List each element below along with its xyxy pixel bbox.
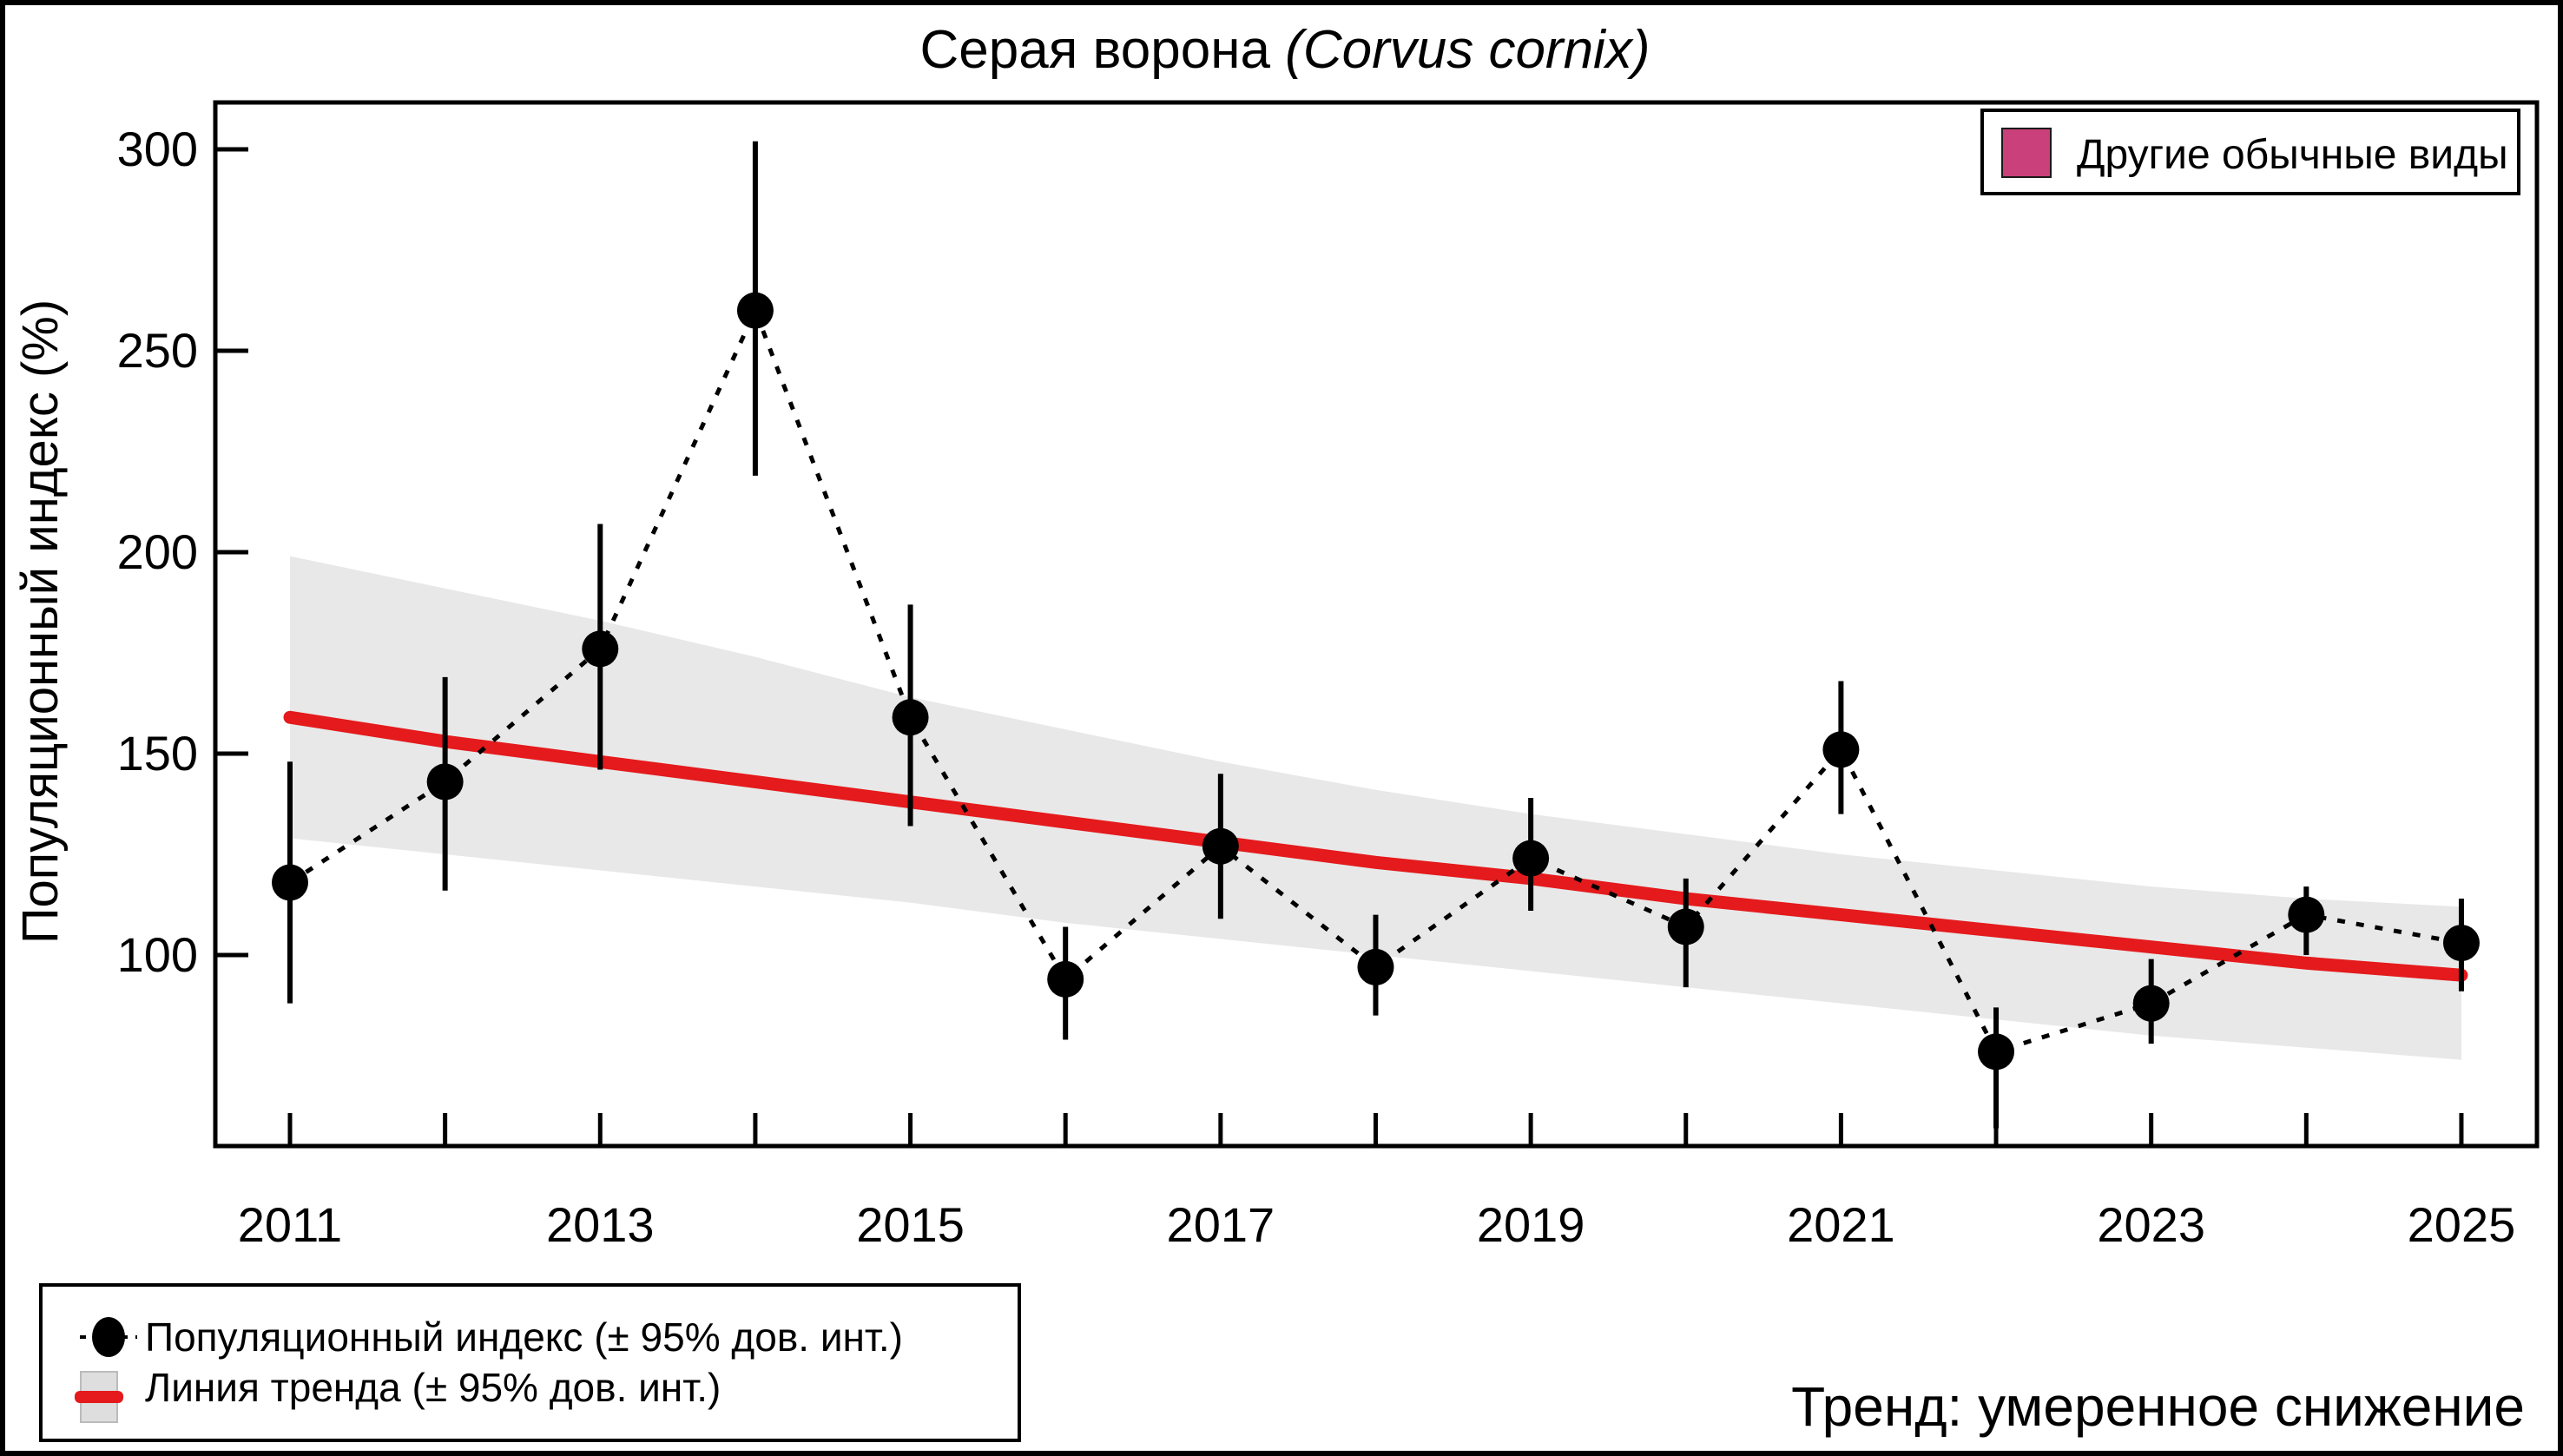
legend-bottom-left-box [39,1283,1021,1442]
chart-title: Серая ворона (Corvus cornix) [920,20,1650,80]
legend-top-right-label: Другие обычные виды [2077,132,2508,178]
x-tick-label-2023: 2023 [2097,1197,2205,1252]
y-axis-title: Популяционный индекс (%) [12,300,69,944]
index-dotted-line [288,305,2462,1055]
x-tick-label-2011: 2011 [238,1197,342,1252]
y-tick-label-150: 150 [117,726,198,781]
data-point-2019 [1512,840,1550,877]
x-tick-label-2015: 2015 [856,1197,965,1252]
data-point-2020 [1667,908,1704,945]
index-connector-layer [288,305,2462,1055]
data-point-2012 [426,763,464,800]
chart-title-main: Серая ворона [920,20,1286,80]
trend-note: Тренд: умеренное снижение [1791,1375,2525,1438]
data-point-2017 [1202,827,1239,865]
data-point-2015 [892,699,929,736]
confidence-band-layer [290,556,2461,1060]
data-point-2014 [736,292,774,329]
axis-ticks-layer [215,147,2464,1146]
chart-title-species: Corvus cornix [1303,20,1634,80]
y-tick-label-100: 100 [117,927,198,982]
other-species-swatch-icon [2001,128,2052,178]
legend-item-index-label: Популяционный индекс (± 95% дов. инт.) [145,1314,903,1360]
trend-legend-line-icon [75,1391,123,1403]
x-tick-label-2017: 2017 [1167,1197,1275,1252]
data-point-2021 [1822,731,1860,768]
trend-line [283,710,2468,982]
trend-confidence-band [290,556,2461,1060]
data-point-2016 [1047,960,1084,998]
y-tick-label-200: 200 [117,524,198,579]
index-legend-dot-icon [92,1317,125,1357]
x-tick-label-2013: 2013 [546,1197,655,1252]
data-point-2025 [2442,925,2480,962]
data-point-2023 [2132,985,2170,1022]
data-point-2013 [582,630,619,668]
y-tick-label-250: 250 [117,323,198,378]
legend-item-trend-label: Линия тренда (± 95% дов. инт.) [145,1365,721,1410]
legend-top-right-box [1980,109,2520,195]
data-point-2018 [1357,948,1394,985]
legend-bottom-left: Популяционный индекс (± 95% дов. инт.) Л… [39,1283,1021,1442]
data-point-2011 [272,864,308,901]
x-tick-label-2019: 2019 [1477,1197,1585,1252]
data-point-2022 [1978,1033,2015,1071]
x-tick-label-2021: 2021 [1787,1197,1895,1252]
y-tick-label-300: 300 [117,122,198,176]
data-point-2024 [2288,896,2325,933]
x-tick-label-2025: 2025 [2408,1197,2516,1252]
data-points-layer [272,292,2480,1071]
axis-tick-labels-layer: 100 150 200 250 300 2011 2013 2015 2017 2019 2021 2… [117,122,2516,1252]
trend-line-layer [283,710,2468,982]
legend-top-right: Другие обычные виды [1980,109,2520,195]
